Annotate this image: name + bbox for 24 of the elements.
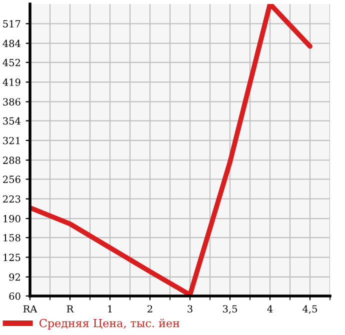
x-tick-label: 3 — [188, 305, 192, 313]
x-tick-label: 4,5 — [302, 305, 317, 314]
legend-label: Средняя Цена, тыс. йен — [40, 318, 180, 330]
y-tick-label: 158 — [4, 234, 20, 242]
y-tick-label: 92 — [9, 273, 20, 281]
y-tick-label: 125 — [4, 254, 20, 262]
x-tick-label: 3,5 — [223, 305, 237, 314]
x-tick-label: RA — [23, 305, 38, 312]
y-tick-label: 419 — [2, 78, 20, 86]
y-tick-label: 517 — [3, 20, 20, 28]
y-tick-label: 60 — [9, 292, 20, 300]
y-tick-label: 484 — [2, 40, 20, 48]
x-tick-label: R — [66, 305, 74, 312]
y-tick-label: 190 — [4, 215, 20, 222]
y-tick-label: 386 — [3, 98, 20, 106]
y-tick-label: 288 — [3, 156, 20, 164]
y-tick-label: 354 — [3, 117, 20, 125]
x-tick-label: 4 — [267, 305, 273, 312]
y-tick-label: 223 — [3, 195, 20, 203]
y-tick-label: 321 — [3, 136, 20, 144]
x-tick-label: 2 — [148, 305, 152, 312]
x-tick-label: 1 — [108, 305, 112, 312]
y-tick-label: 452 — [2, 58, 20, 66]
y-tick-label: 256 — [3, 176, 20, 184]
